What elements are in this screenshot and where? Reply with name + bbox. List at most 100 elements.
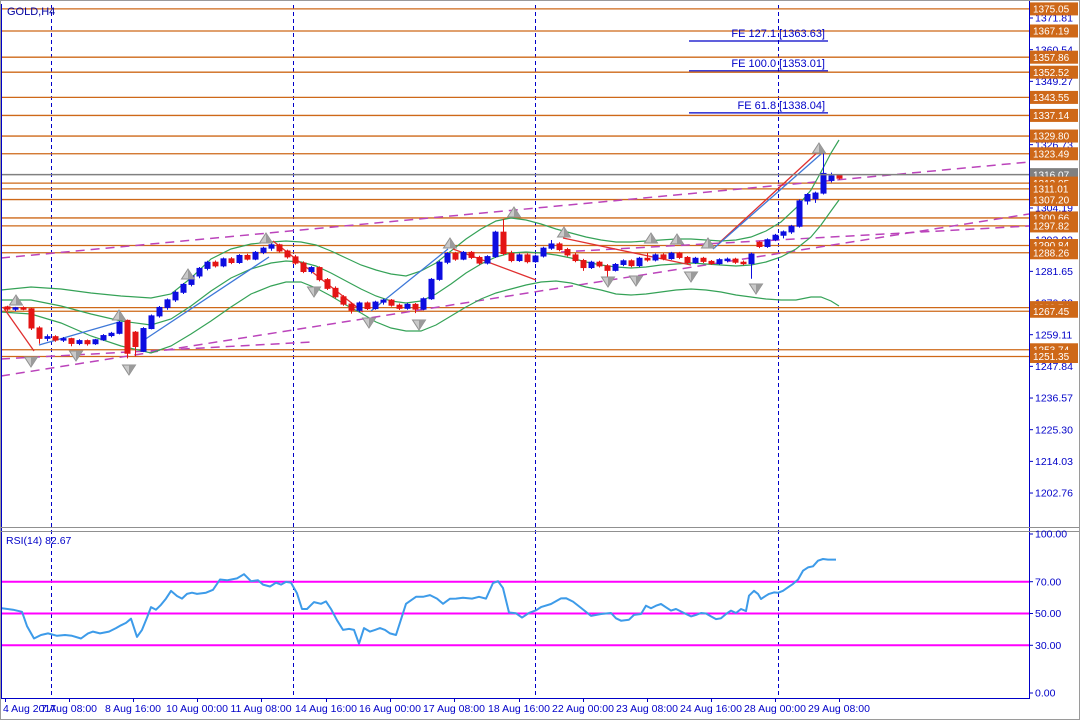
candle-down — [284, 250, 291, 258]
price-badge-text: 1297.82 — [1033, 222, 1070, 233]
fib-extension-label: FE 100.0 [1353.01] — [731, 58, 825, 70]
price-grid-label: 1281.65 — [1035, 266, 1073, 278]
price-badge-text: 1329.80 — [1033, 132, 1070, 143]
candle-down — [412, 303, 419, 310]
candle-down — [660, 254, 667, 260]
candle-down — [700, 257, 707, 262]
candle-down — [300, 262, 307, 272]
fractal-down-shade — [369, 318, 376, 328]
candle-up — [748, 253, 755, 265]
candle-up — [772, 234, 779, 241]
fractal-up-shade — [651, 233, 658, 243]
fractal-up-shade — [119, 310, 126, 320]
candle-down — [732, 258, 739, 263]
level-price-badge — [1030, 50, 1078, 64]
level-price-badge — [1030, 24, 1078, 38]
candle-down — [396, 304, 403, 309]
zigzag-red-segment — [452, 248, 537, 281]
price-badge-text: 1323.49 — [1033, 149, 1070, 160]
level-price-badge — [1030, 246, 1078, 260]
candle-up — [420, 298, 427, 310]
candle-up — [428, 278, 435, 300]
candle-down — [4, 306, 11, 310]
candle-up — [636, 257, 643, 267]
orange-levels — [1, 8, 1029, 358]
time-label: 11 Aug 08:00 — [230, 703, 291, 715]
level-price-badge — [1030, 349, 1078, 363]
fractal-up-shade — [16, 295, 23, 305]
zigzag-blue-segment — [712, 153, 822, 250]
fractal-up-shade — [819, 143, 826, 153]
candle-up — [724, 258, 731, 262]
candle-down — [84, 340, 91, 345]
candle-up — [796, 200, 803, 227]
fib-extension-label: FE 127.1 [1363.63] — [731, 28, 825, 40]
level-price-badge — [1030, 108, 1078, 122]
candle-down — [340, 296, 347, 305]
candle-down — [596, 261, 603, 267]
price-badge-text: 1357.86 — [1033, 53, 1070, 64]
candle-up — [516, 254, 523, 262]
fractal-down-shade — [608, 277, 615, 287]
level-price-badge — [1030, 219, 1078, 233]
time-label: 4 Aug 2017 — [3, 703, 56, 715]
candle-down — [292, 256, 299, 264]
candle-down — [316, 267, 323, 281]
candle-up — [76, 340, 83, 344]
candle-down — [124, 319, 131, 354]
candle-up — [356, 302, 363, 311]
magenta-trendlines — [1, 161, 1030, 377]
candle-up — [92, 339, 99, 345]
price-badge-text: 1343.55 — [1033, 93, 1070, 104]
price-badge-text: 1375.05 — [1033, 5, 1070, 16]
candle-up — [436, 261, 443, 280]
candle-up — [652, 254, 659, 261]
candle-up — [260, 247, 267, 253]
candlesticks — [4, 152, 843, 359]
candle-down — [348, 303, 355, 311]
candle-up — [820, 172, 827, 194]
candle-up — [764, 239, 771, 247]
price-grid-label: 1371.81 — [1035, 13, 1073, 25]
fractal-up-shade — [708, 238, 715, 248]
candle-up — [236, 254, 243, 263]
level-price-badge — [1030, 182, 1078, 196]
candle-up — [404, 303, 411, 309]
candle-up — [172, 291, 179, 301]
candle-up — [196, 267, 203, 277]
rsi-axis-label: 50.00 — [1035, 608, 1061, 620]
zigzag-blue-segment — [140, 256, 270, 343]
candle-up — [484, 256, 491, 264]
candle-down — [604, 265, 611, 271]
candle-up — [540, 247, 547, 257]
fractal-up-shade — [564, 227, 571, 237]
price-badge-text: 1311.01 — [1033, 185, 1069, 196]
candle-down — [556, 243, 563, 251]
time-label: 8 Aug 16:00 — [105, 703, 161, 715]
fibonacci-extensions: FE 127.1 [1363.63] FE 100.0 [1353.01] FE 6… — [689, 28, 828, 114]
candle-down — [740, 261, 747, 265]
candle-up — [716, 259, 723, 265]
level-price-badge — [1030, 304, 1078, 318]
candle-down — [244, 254, 251, 260]
zigzag-red-segment — [2, 306, 35, 352]
fractal-down-shade — [31, 357, 38, 367]
rsi-axis-label: 0.00 — [1035, 688, 1056, 700]
candle-down — [676, 252, 683, 258]
candle-up — [12, 307, 19, 310]
time-label: 10 Aug 00:00 — [166, 703, 228, 715]
candle-up — [308, 267, 315, 272]
price-badge-text: 1337.14 — [1033, 111, 1070, 122]
time-label: 16 Aug 00:00 — [359, 703, 421, 715]
time-label: 24 Aug 16:00 — [680, 703, 742, 715]
candle-up — [492, 231, 499, 258]
candle-down — [20, 307, 27, 310]
rsi-axis-label: 30.00 — [1035, 640, 1061, 652]
candle-up — [252, 251, 259, 260]
candle-down — [572, 254, 579, 262]
candle-down — [52, 336, 59, 341]
candle-up — [220, 258, 227, 267]
candle-up — [804, 193, 811, 202]
candle-up — [268, 244, 275, 249]
